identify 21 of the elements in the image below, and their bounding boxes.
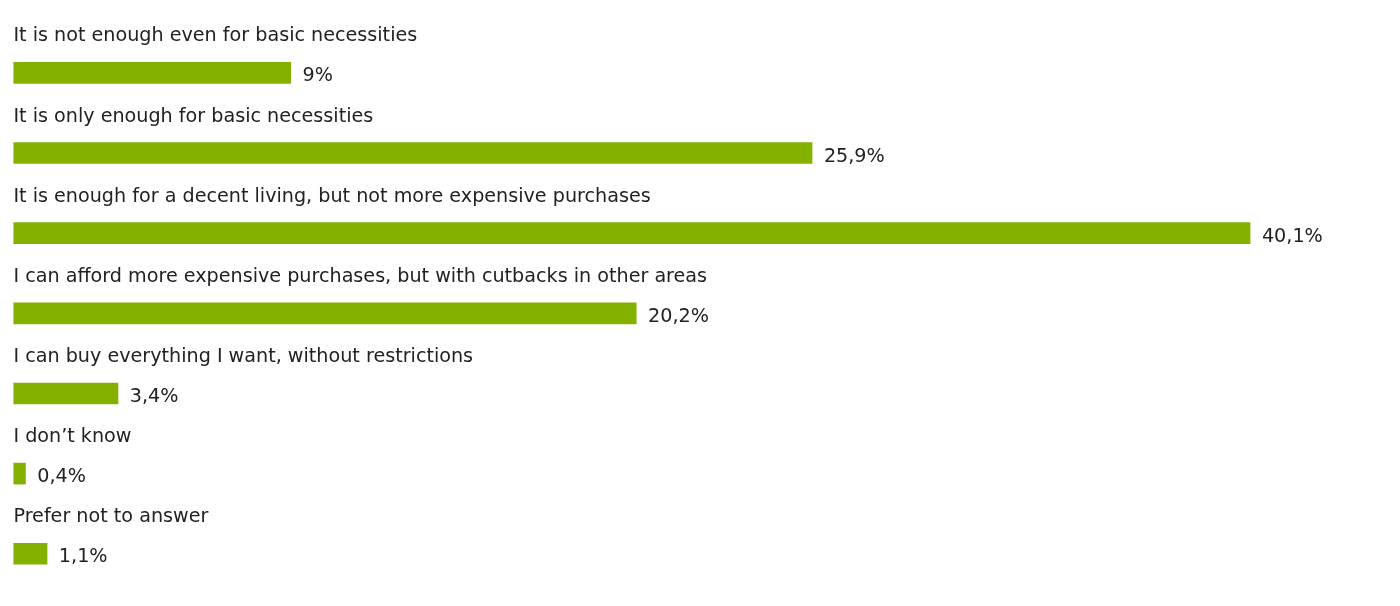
bar [13,302,637,325]
y-tick-label: Prefer not to answer [13,504,209,528]
data-label: 1,1% [58,544,108,568]
y-tick-label: It is enough for a decent living, but not more expensive purchases [13,183,651,207]
bar [13,222,1251,245]
y-tick-label: It is only enough for basic necessities [13,103,374,127]
y-tick-label: I can buy everything I want, without restrictions [13,343,474,367]
bar [13,382,119,405]
data-label: 9% [302,63,333,87]
y-tick-label: I can afford more expensive purchases, but with cutbacks in other areas [13,263,708,287]
data-label: 3,4% [129,384,179,408]
data-label: 20,2% [648,303,709,327]
data-label: 40,1% [1261,223,1323,247]
data-label: 25,9% [823,143,885,167]
data-label: 0,4% [37,464,86,488]
bar [13,62,292,84]
bar [13,142,813,164]
bar [13,542,48,565]
y-tick-label: It is not enough even for basic necessities [13,23,418,47]
bar [13,462,26,485]
y-tick-label: I don’t know [13,424,132,448]
